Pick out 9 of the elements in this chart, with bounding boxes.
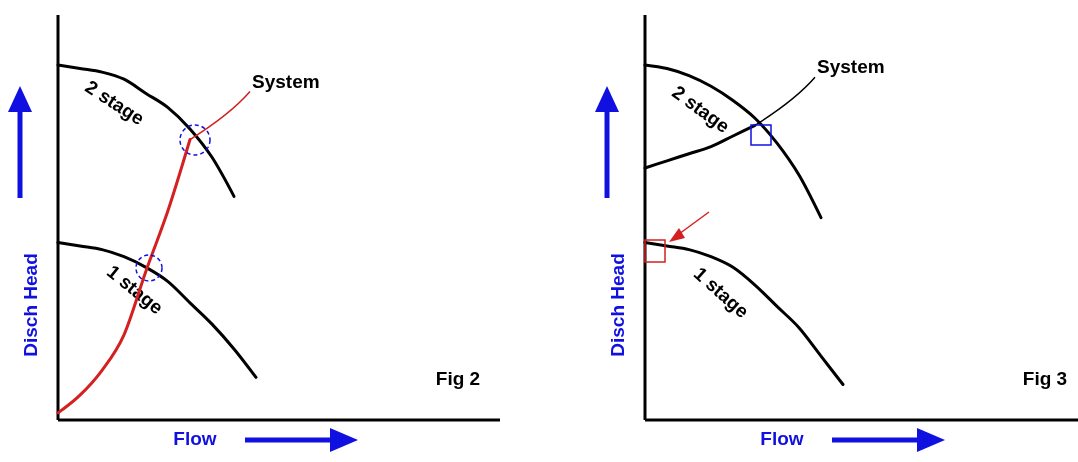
annotation: Fig 3 [1022,368,1068,389]
text: 2 stage [81,76,149,130]
text: System [817,56,885,78]
x-axis-title: Flow [173,428,217,450]
y-axis-title: Disch Head [607,253,629,357]
y-axis-title: Disch Head [20,253,42,357]
text: System [252,70,320,92]
x-axis-title: Flow [760,428,804,450]
annotation: Fig 2 [435,368,481,389]
